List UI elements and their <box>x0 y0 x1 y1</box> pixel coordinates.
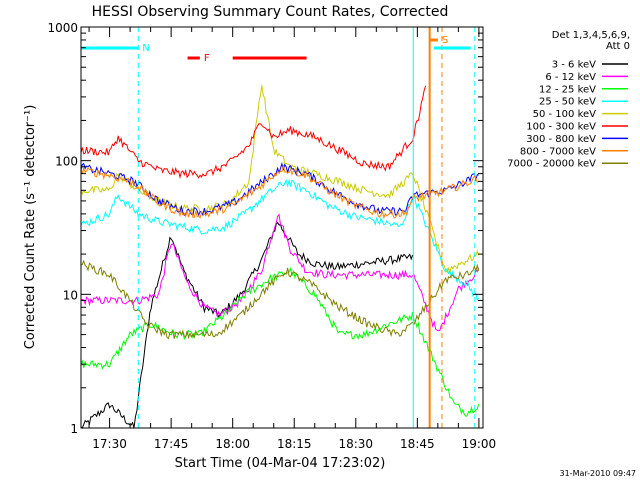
x-tick-label-4: 18:30 <box>338 437 373 451</box>
legend-label-1: 6 - 12 keV <box>545 72 596 83</box>
series-line-1 <box>80 213 480 332</box>
x-tick-label-2: 18:00 <box>215 437 250 451</box>
series-line-0 <box>80 221 414 429</box>
legend-label-0: 3 - 6 keV <box>552 60 596 71</box>
x-tick-label-0: 17:30 <box>92 437 127 451</box>
x-tick-label-1: 17:45 <box>154 437 189 451</box>
series-line-8 <box>80 259 480 340</box>
y-tick-label-0: 1 <box>70 422 78 436</box>
legend-label-7: 800 - 7000 keV <box>520 146 596 157</box>
series-line-4 <box>80 85 480 274</box>
plot-area: N F S 1 10 100 1000 17:30 17:45 18:00 18:15 18:30 18… <box>47 21 496 451</box>
legend-label-5: 100 - 300 keV <box>526 122 596 133</box>
y-tick-label-3: 1000 <box>47 21 78 35</box>
generation-timestamp: 31-Mar-2010 09:47 <box>560 469 637 478</box>
chart-title: HESSI Observing Summary Count Rates, Cor… <box>92 4 449 20</box>
x-tick-label-3: 18:15 <box>277 437 312 451</box>
y-tick-label-2: 100 <box>55 155 78 169</box>
x-tick-label-6: 19:00 <box>462 437 497 451</box>
series-line-5 <box>80 85 427 180</box>
y-axis-label: Corrected Count Rate (s⁻¹ detector⁻¹) <box>23 105 38 350</box>
legend-label-8: 7000 - 20000 keV <box>507 159 596 170</box>
legend-label-3: 25 - 50 keV <box>539 97 596 108</box>
flag-label-N: N <box>142 43 149 54</box>
series-line-7 <box>80 165 480 220</box>
legend-label-6: 300 - 800 keV <box>526 134 596 145</box>
axes-frame <box>80 26 484 429</box>
x-axis-label: Start Time (04-Mar-04 17:23:02) <box>175 456 386 471</box>
legend-label-2: 12 - 25 keV <box>539 84 596 95</box>
y-tick-label-1: 10 <box>63 288 78 302</box>
legend-title-line-0: Det 1,3,4,5,6,9, <box>552 30 630 41</box>
flag-label-F: F <box>204 53 210 64</box>
x-tick-label-5: 18:45 <box>400 437 435 451</box>
legend-title-line-1: Att 0 <box>606 41 630 52</box>
series-line-3 <box>80 178 480 302</box>
flag-label-S: S <box>442 35 448 46</box>
legend-label-4: 50 - 100 keV <box>533 109 597 120</box>
